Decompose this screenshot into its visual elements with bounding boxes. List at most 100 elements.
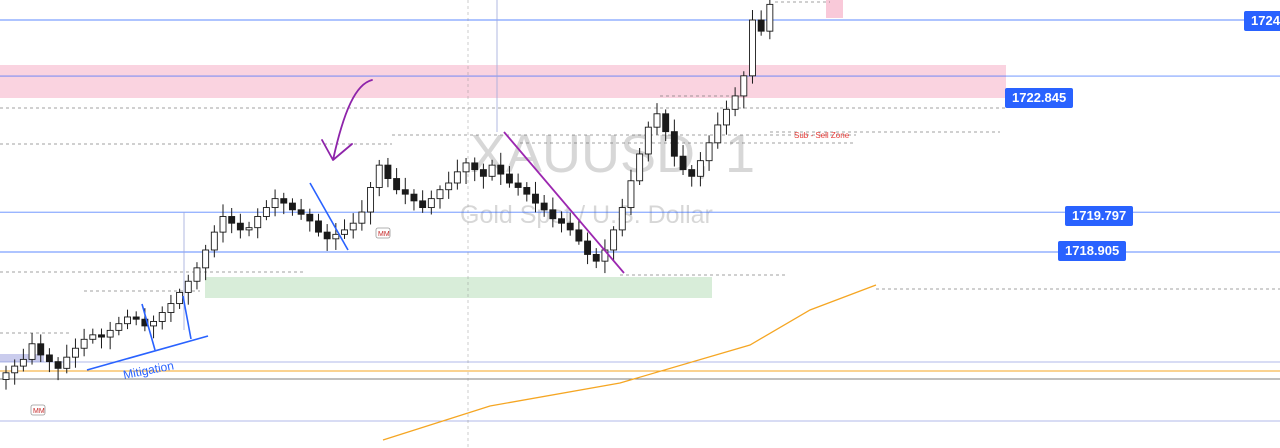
candle-body-24 [210,231,218,251]
candle-body-82 [714,124,722,144]
candle-body-77 [670,131,678,157]
candle-body-35 [306,213,314,222]
candle-body-30 [262,207,270,217]
candle-body-60 [523,187,531,195]
candle-body-48 [419,200,427,209]
candle-body-36 [315,220,322,233]
candle-body-4 [37,343,45,356]
candle-body-62 [540,202,548,211]
candle-body-57 [497,164,505,175]
watermark-description: Gold Spot / U.S. Dollar [460,201,713,229]
candle-body-29 [254,216,262,229]
purple-downtrend-line [503,131,625,274]
candle-body-54 [471,162,479,171]
candle-body-26 [228,216,236,224]
price-tag-1718-905: 1718.905 [1058,241,1127,261]
candle-body-50 [436,189,444,200]
candle-body-83 [722,108,730,126]
candle-body-65 [566,222,574,231]
candle-body-43 [375,164,383,188]
candle-body-75 [653,113,661,128]
candle-body-1 [11,365,19,374]
hand-drawn-arrow [321,79,373,161]
candle-body-40 [349,222,357,231]
mm-label-1: MM [33,408,45,415]
candle-body-81 [705,142,713,162]
candle-body-61 [532,193,539,204]
candle-body-32 [280,198,288,204]
candle-body-79 [688,169,696,177]
candle-body-84 [731,95,739,110]
candle-body-37 [323,231,331,240]
candle-body-88 [766,3,774,32]
candle-body-19 [167,303,175,313]
candle-body-49 [427,198,435,209]
candle-body-38 [332,233,340,240]
candle-body-7 [63,356,71,369]
candle-body-85 [740,75,748,97]
candle-body-34 [297,209,305,215]
candle-body-71 [618,207,626,231]
mm-marker-1: MM [30,404,46,416]
candle-body-55 [479,169,487,177]
candle-body-28 [245,227,253,231]
candle-body-46 [401,189,409,195]
candle-body-25 [219,216,227,233]
candle-body-72 [627,180,635,209]
candle-body-3 [28,343,36,360]
candle-body-5 [45,354,53,363]
candle-body-0 [2,372,10,380]
candle-body-44 [384,164,392,179]
candle-body-73 [636,153,644,182]
candle-body-23 [202,249,210,269]
candle-body-10 [89,334,97,340]
small-purple-box [0,354,44,362]
candle-body-20 [176,291,184,305]
candle-body-12 [106,329,114,338]
candle-body-70 [610,229,618,251]
candle-body-42 [367,187,375,213]
candle-body-58 [505,173,513,184]
moving-average-line [382,284,877,441]
candle-body-14 [124,316,131,325]
demand-zone-box [205,277,712,298]
candle-body-22 [193,267,201,282]
sell-zone-box [0,65,1006,98]
price-tag-1724: 1724 [1244,11,1280,31]
candle-body-9 [80,338,88,349]
candle-body-78 [679,155,687,171]
pullback-trendline [309,182,349,251]
candle-body-2 [19,358,27,367]
candle-body-6 [54,361,62,369]
candle-body-31 [271,198,279,209]
candle-body-11 [98,334,105,338]
candle-body-39 [341,229,348,235]
candle-body-68 [592,254,600,262]
mitigation-leg-1 [141,303,156,351]
price-tag-1722-845: 1722.845 [1005,88,1074,108]
mitigation-leg-2 [182,295,192,340]
candle-body-63 [549,209,557,220]
candle-body-56 [488,164,496,177]
candle-body-87 [757,19,765,32]
small-sell-box [826,0,843,18]
mm-label-2: MM [378,231,390,238]
mitigation-trendline [86,335,209,371]
candle-body-41 [358,211,366,224]
candle-body-67 [584,240,592,255]
candle-body-45 [393,178,401,191]
candle-body-53 [462,162,470,173]
price-tag-1719-797: 1719.797 [1065,206,1134,226]
candle-body-76 [662,113,670,133]
candle-body-33 [288,202,296,211]
candle-body-59 [514,182,522,188]
candle-body-21 [184,280,192,293]
candle-body-8 [71,347,79,358]
candle-body-18 [158,312,166,322]
sell-zone-label: Sub - Sell Zone [794,131,850,140]
candle-body-27 [236,222,244,231]
candle-body-64 [558,218,565,224]
candle-body-74 [644,126,652,155]
candle-body-47 [410,193,418,202]
